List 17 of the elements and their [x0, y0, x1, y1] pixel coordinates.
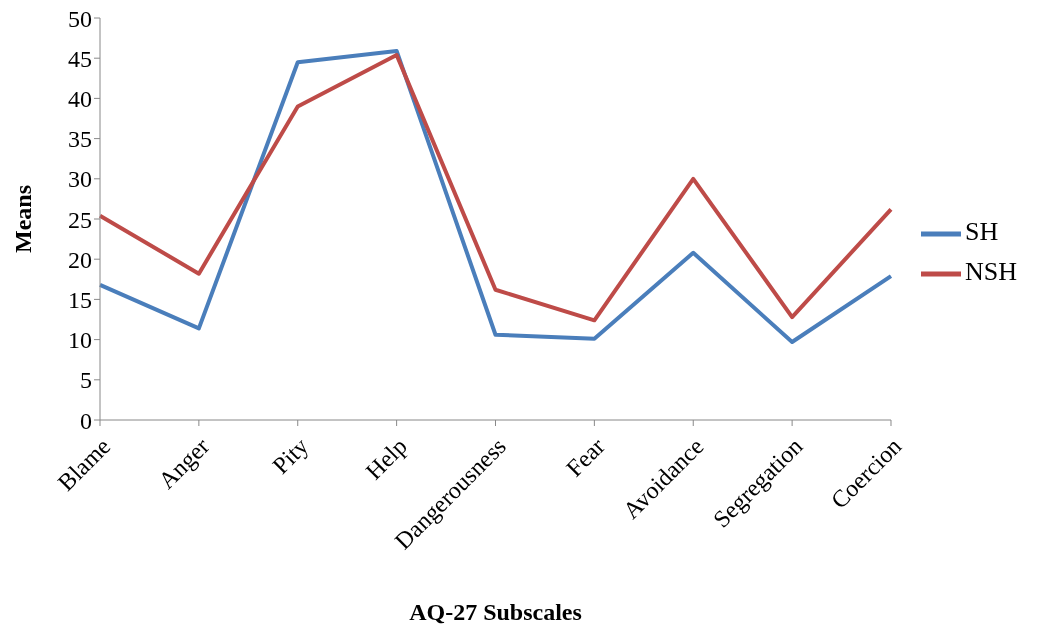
legend-label: SH	[964, 216, 999, 246]
y-tick-label: 50	[68, 5, 92, 32]
y-tick-label: 30	[68, 166, 92, 193]
y-tick-label: 40	[68, 85, 92, 112]
legend-label: NSH	[964, 256, 1017, 286]
y-tick-label: 35	[68, 126, 92, 153]
y-axis-title: Means	[9, 185, 36, 253]
y-tick-label: 25	[68, 206, 92, 233]
y-tick-label: 0	[80, 407, 92, 434]
x-tick-label: Pity	[267, 433, 314, 479]
y-tick-label: 15	[68, 286, 92, 313]
x-tick-label: Fear	[561, 433, 610, 482]
y-tick-label: 20	[68, 246, 92, 273]
x-axis-title: AQ-27 Subscales	[409, 599, 582, 625]
y-tick-label: 5	[80, 367, 92, 394]
y-tick-label: 10	[68, 327, 92, 354]
y-tick-label: 45	[68, 45, 92, 72]
